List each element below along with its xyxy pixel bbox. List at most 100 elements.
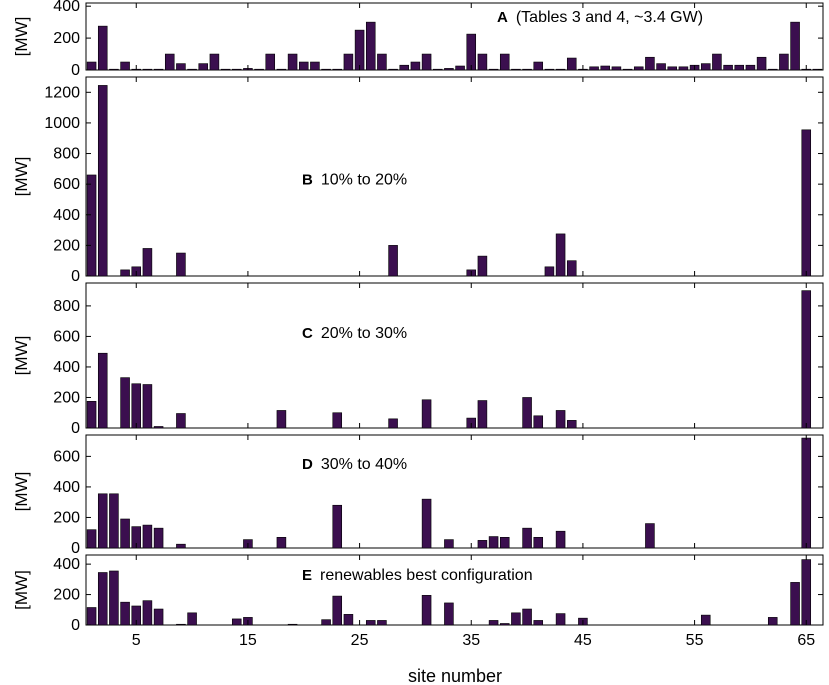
y-tick-label: 600 [53, 176, 80, 193]
bar-site-40 [522, 608, 532, 626]
panel-letter: D [302, 456, 313, 473]
bar-site-21 [310, 61, 320, 71]
bar-site-16 [254, 68, 264, 71]
x-axis-label: site number [408, 666, 502, 685]
bar-site-9 [176, 413, 186, 429]
bar-site-13 [220, 68, 231, 71]
panel-annotation: B 10% to 20% [302, 171, 407, 188]
bar-site-39 [511, 612, 521, 626]
bar-site-33 [444, 602, 454, 626]
bar-site-41 [533, 415, 544, 429]
bar-site-31 [421, 595, 432, 626]
bar-site-27 [377, 53, 387, 71]
panels-layer: 0 200 400 [MW] A (Tables 3 and 4, ~3.4 GW) 0 20… [12, 0, 824, 649]
bar-site-42 [544, 68, 555, 71]
bar-site-14 [231, 68, 242, 71]
bar-site-36 [477, 540, 488, 549]
bar-site-11 [198, 63, 209, 71]
bar-site-31 [421, 498, 432, 549]
y-tick-label: 0 [71, 540, 80, 557]
bar-site-18 [276, 68, 287, 71]
y-tick-label: 1200 [44, 84, 80, 101]
y-tick-label: 200 [53, 587, 80, 604]
bar-site-65 [801, 290, 812, 429]
bar-site-43 [555, 613, 566, 626]
bar-site-6 [142, 68, 153, 71]
bar-site-3 [109, 570, 119, 626]
bar-site-39 [511, 68, 521, 71]
y-tick-label: 600 [53, 448, 80, 465]
bar-site-9 [176, 623, 186, 626]
panel-frame [85, 554, 824, 626]
bar-site-7 [153, 426, 164, 429]
panel-title: 10% to 20% [321, 171, 407, 188]
bar-site-4 [120, 601, 130, 626]
bar-site-63 [779, 53, 789, 71]
bar-site-1 [86, 607, 97, 626]
bar-site-49 [622, 68, 633, 71]
bar-site-36 [477, 400, 488, 429]
bar-site-56 [700, 614, 711, 626]
bar-site-24 [343, 53, 354, 71]
y-tick-label: 200 [53, 237, 80, 254]
bar-site-43 [555, 410, 566, 429]
bar-site-46 [589, 66, 599, 71]
x-tick-label: 45 [574, 632, 592, 649]
bar-site-2 [97, 352, 108, 429]
bar-site-18 [276, 537, 287, 549]
bar-site-40 [522, 397, 532, 429]
bar-site-44 [566, 57, 577, 71]
bar-site-59 [734, 64, 745, 71]
bar-site-52 [656, 63, 666, 71]
panel-letter: B [302, 171, 313, 188]
x-tick-label: 25 [351, 632, 369, 649]
bar-site-24 [343, 614, 354, 626]
bar-site-7 [153, 608, 164, 626]
bar-site-28 [388, 68, 398, 71]
bar-site-4 [120, 377, 130, 429]
bar-site-65 [801, 437, 812, 549]
bar-site-6 [142, 524, 153, 549]
bar-site-44 [566, 260, 577, 277]
panel-frame [85, 434, 824, 549]
panel-annotation: A (Tables 3 and 4, ~3.4 GW) [497, 9, 703, 26]
bar-site-40 [522, 68, 532, 71]
bar-site-19 [287, 623, 298, 626]
bar-site-12 [209, 53, 220, 71]
bar-site-35 [466, 33, 477, 71]
bar-site-2 [97, 493, 108, 549]
bar-site-60 [745, 64, 756, 71]
bar-site-54 [678, 66, 689, 71]
x-tick-label: 65 [797, 632, 815, 649]
y-tick-label: 0 [71, 420, 80, 437]
bar-site-7 [153, 527, 164, 549]
bar-site-23 [332, 595, 343, 626]
bar-site-41 [533, 61, 544, 71]
x-tick-label: 35 [462, 632, 480, 649]
bar-site-29 [399, 64, 410, 71]
bar-site-40 [522, 527, 532, 549]
bar-site-9 [176, 543, 186, 549]
bar-site-4 [120, 61, 130, 71]
y-axis-label: [MW] [12, 157, 31, 197]
bar-site-25 [354, 29, 365, 71]
bar-site-19 [287, 53, 298, 71]
bar-site-33 [444, 68, 454, 71]
y-tick-label: 0 [71, 617, 80, 634]
bar-site-34 [455, 65, 465, 71]
bar-site-23 [332, 504, 343, 549]
bar-site-36 [477, 53, 488, 71]
bar-site-65 [801, 559, 812, 626]
bar-site-3 [109, 68, 119, 71]
bar-site-1 [86, 400, 97, 429]
bar-site-23 [332, 412, 343, 429]
bar-site-22 [321, 68, 331, 71]
y-tick-label: 1000 [44, 115, 80, 132]
bar-site-1 [86, 61, 97, 71]
bar-site-1 [86, 174, 97, 277]
bar-site-31 [421, 53, 432, 71]
bar-site-50 [633, 66, 644, 71]
panel-letter: C [302, 325, 313, 342]
bar-site-38 [499, 53, 510, 71]
